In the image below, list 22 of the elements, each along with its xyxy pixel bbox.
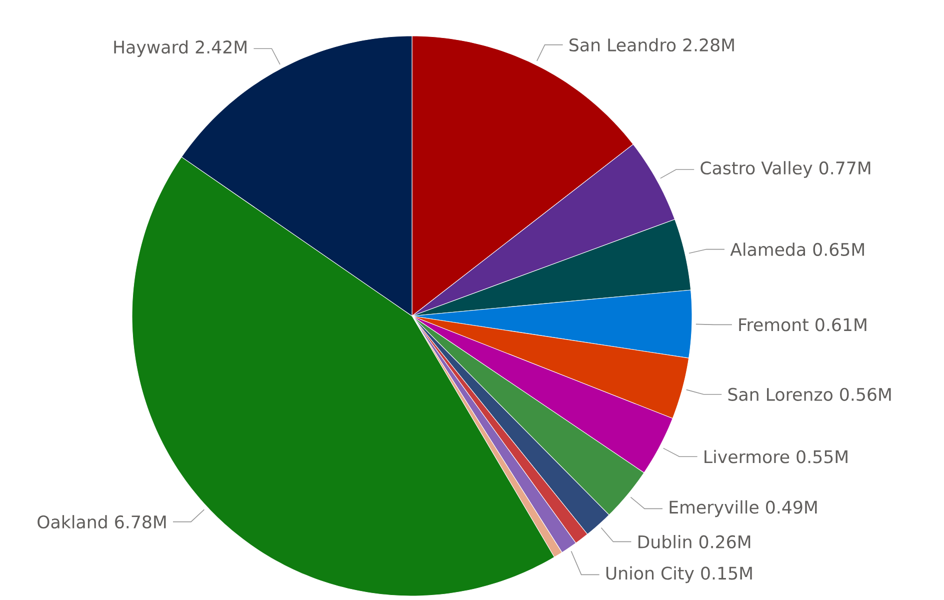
slice-label: Fremont xyxy=(739,318,808,332)
data-label: 6.78M xyxy=(115,515,166,529)
slice-label: Union City xyxy=(606,566,694,584)
data-label: 0.49M xyxy=(766,500,817,514)
data-label: 0.61M xyxy=(816,318,866,332)
slice-label: Alameda xyxy=(730,242,806,256)
data-label: 2.42M xyxy=(196,40,246,54)
slice-label: San Leandro xyxy=(570,38,676,52)
data-label: 0.15M xyxy=(701,566,752,580)
slice-label: Dublin xyxy=(638,534,692,548)
slice-label: Hayward xyxy=(114,40,188,57)
data-label: 0.55M xyxy=(796,450,848,464)
slice-label: San Lorenzo xyxy=(728,388,832,401)
data-label: 0.65M xyxy=(813,242,864,256)
slice-label: Oakland xyxy=(38,515,107,529)
slice-label: Emeryville xyxy=(670,500,758,518)
data-label: 0.56M xyxy=(840,388,891,401)
data-label: 2.28M xyxy=(683,38,734,52)
data-label: 0.26M xyxy=(699,535,750,548)
slice-label: Castro Valley xyxy=(700,161,812,178)
data-label: 0.77M xyxy=(819,161,870,175)
slice-label: Livermore xyxy=(704,450,790,464)
